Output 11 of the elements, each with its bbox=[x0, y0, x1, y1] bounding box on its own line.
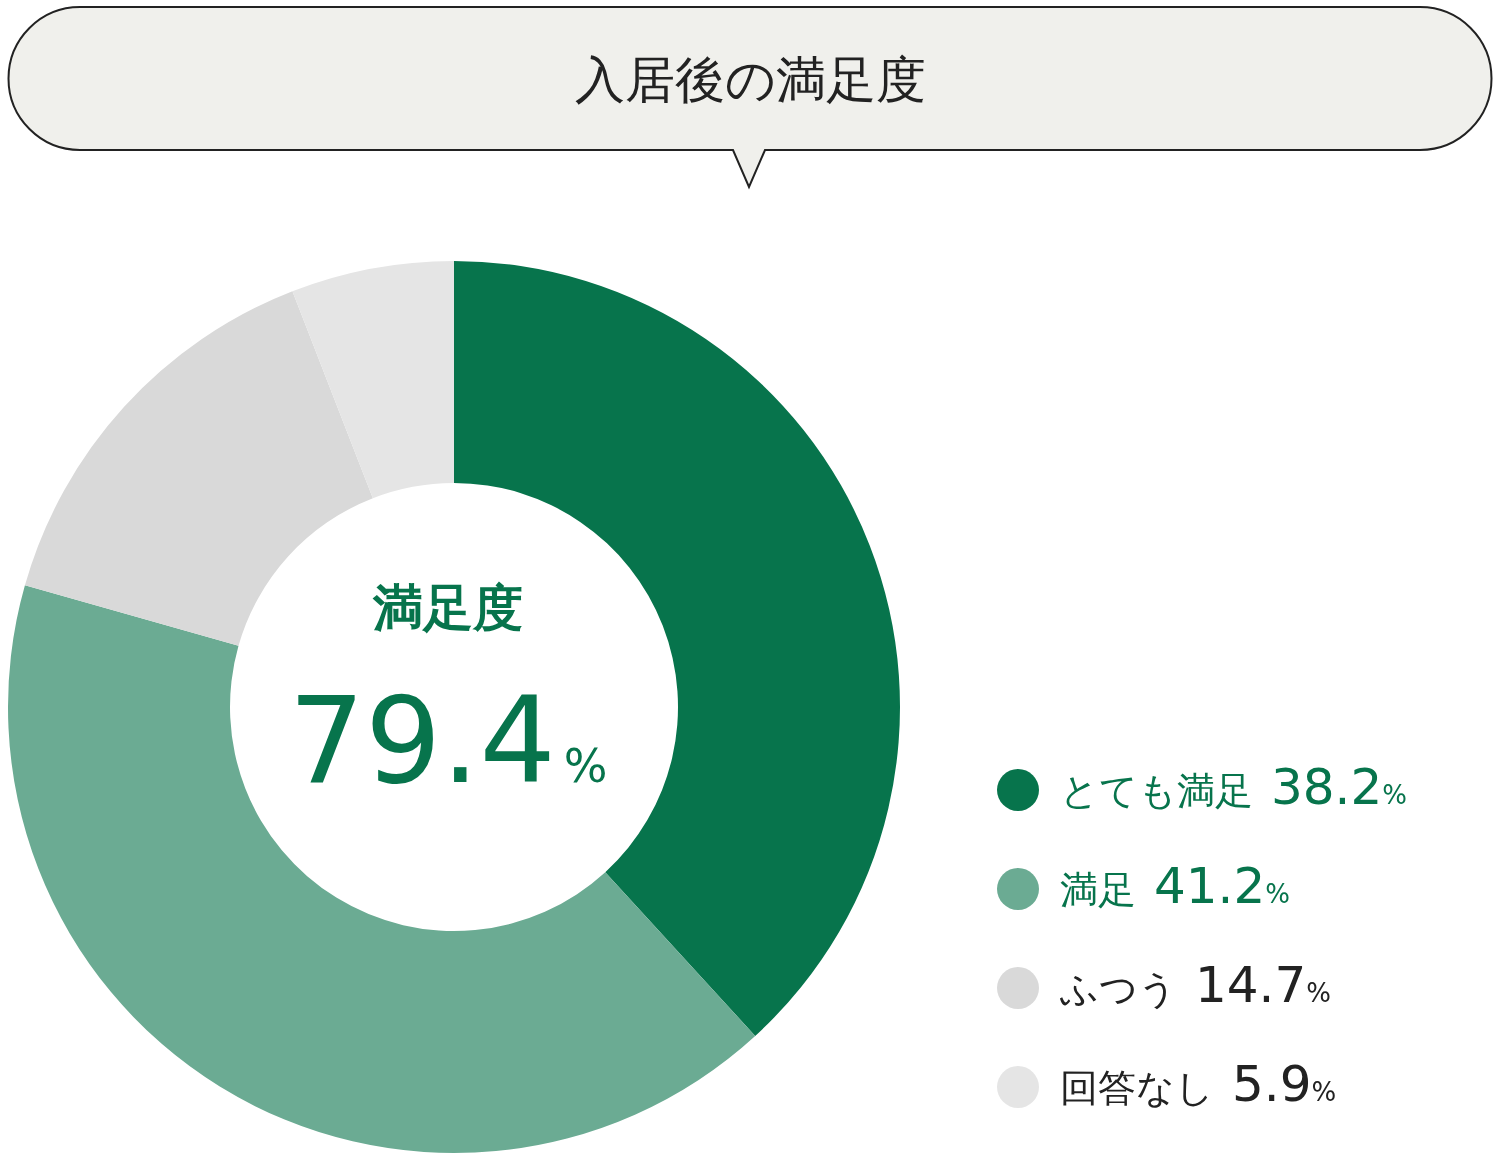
text: 満足度 bbox=[372, 579, 523, 637]
text: 79.4% bbox=[288, 671, 608, 810]
data-label: 41.2% bbox=[1154, 857, 1291, 915]
data-label: 14.7% bbox=[1195, 956, 1332, 1014]
legend-label: 満足 bbox=[1060, 868, 1136, 912]
data-label: 38.2% bbox=[1271, 758, 1408, 816]
legend-label: 回答なし bbox=[1060, 1066, 1214, 1110]
legend-label: とても満足 bbox=[1060, 769, 1253, 813]
legend-label: ふつう bbox=[1059, 967, 1177, 1011]
data-label: 5.9% bbox=[1232, 1055, 1337, 1113]
chart-title: 入居後の満足度 bbox=[574, 51, 926, 109]
